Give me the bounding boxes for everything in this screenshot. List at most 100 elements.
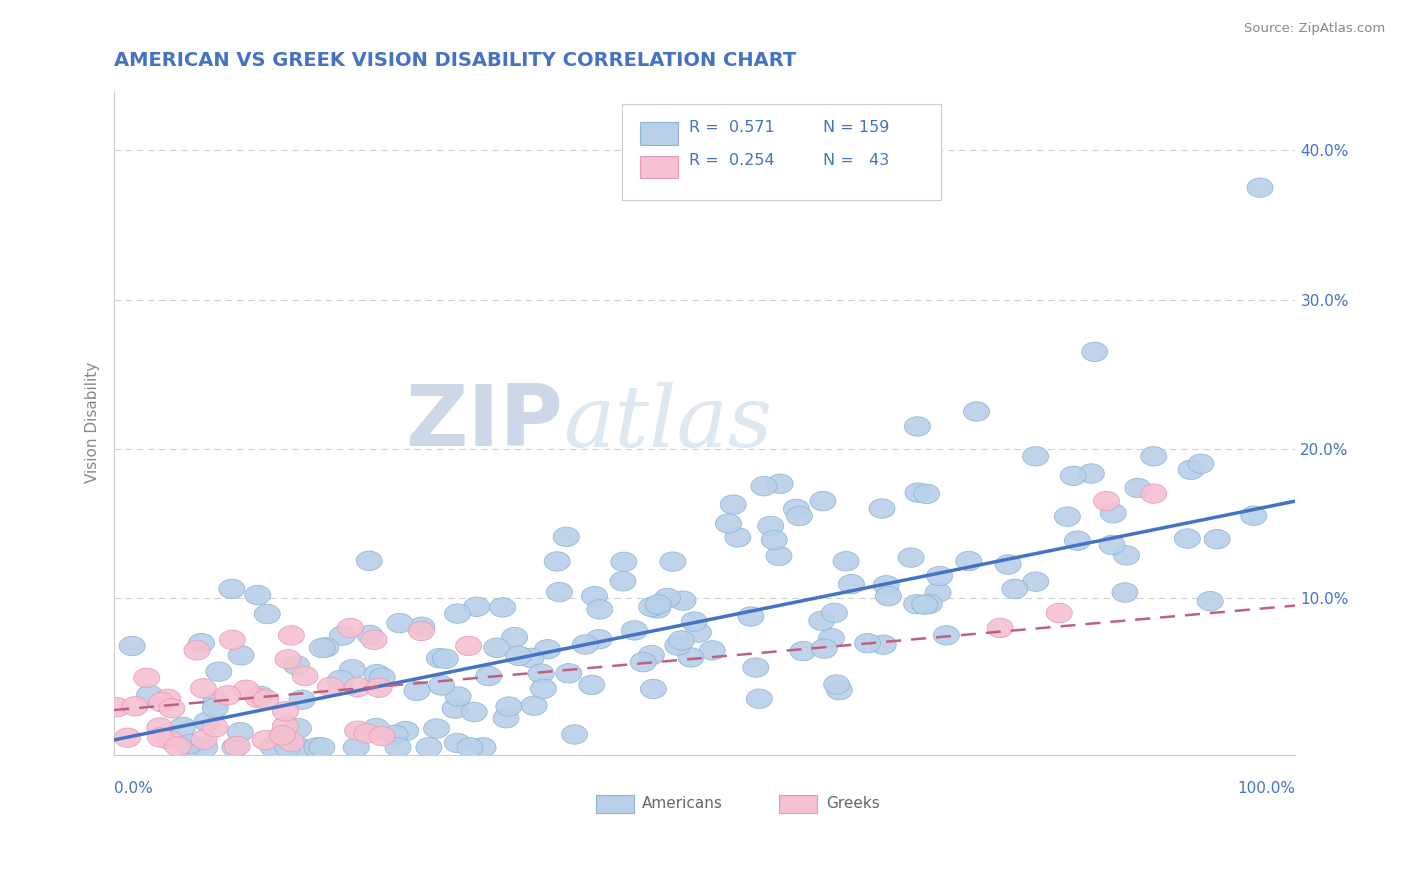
- Ellipse shape: [191, 730, 217, 749]
- Text: 100.0%: 100.0%: [1237, 781, 1295, 797]
- Ellipse shape: [987, 618, 1014, 638]
- Text: N =   43: N = 43: [823, 153, 889, 168]
- Ellipse shape: [357, 625, 382, 645]
- Ellipse shape: [1094, 491, 1119, 511]
- Ellipse shape: [224, 736, 250, 756]
- Ellipse shape: [496, 697, 522, 716]
- Ellipse shape: [202, 691, 229, 711]
- Ellipse shape: [555, 664, 582, 683]
- Ellipse shape: [1022, 447, 1049, 466]
- Ellipse shape: [869, 499, 896, 518]
- Ellipse shape: [1114, 546, 1139, 565]
- Ellipse shape: [761, 530, 787, 549]
- Ellipse shape: [659, 552, 686, 572]
- Ellipse shape: [742, 658, 769, 677]
- Ellipse shape: [671, 591, 696, 610]
- Text: N = 159: N = 159: [823, 120, 890, 135]
- Ellipse shape: [484, 638, 509, 657]
- Ellipse shape: [963, 402, 990, 421]
- Ellipse shape: [356, 551, 382, 571]
- Ellipse shape: [904, 594, 929, 614]
- Ellipse shape: [252, 731, 278, 750]
- Ellipse shape: [136, 685, 163, 705]
- Ellipse shape: [205, 662, 232, 681]
- Ellipse shape: [416, 738, 441, 757]
- Text: atlas: atlas: [562, 382, 772, 464]
- Ellipse shape: [699, 640, 725, 660]
- Ellipse shape: [494, 708, 519, 728]
- Ellipse shape: [621, 621, 647, 640]
- Ellipse shape: [808, 611, 835, 631]
- Ellipse shape: [222, 738, 247, 757]
- Ellipse shape: [191, 738, 218, 757]
- Ellipse shape: [925, 583, 950, 602]
- FancyBboxPatch shape: [596, 796, 634, 813]
- Ellipse shape: [586, 599, 613, 619]
- Text: AMERICAN VS GREEK VISION DISABILITY CORRELATION CHART: AMERICAN VS GREEK VISION DISABILITY CORR…: [114, 51, 796, 70]
- Ellipse shape: [104, 698, 129, 717]
- Ellipse shape: [911, 595, 938, 615]
- Ellipse shape: [790, 641, 815, 661]
- Ellipse shape: [768, 474, 793, 493]
- Ellipse shape: [824, 675, 849, 694]
- Ellipse shape: [385, 738, 411, 757]
- Ellipse shape: [766, 546, 792, 566]
- Ellipse shape: [725, 528, 751, 547]
- Ellipse shape: [176, 734, 202, 754]
- Ellipse shape: [645, 595, 671, 614]
- Ellipse shape: [134, 668, 160, 688]
- Ellipse shape: [610, 552, 637, 572]
- Ellipse shape: [1081, 343, 1108, 361]
- Ellipse shape: [751, 476, 778, 496]
- Ellipse shape: [1174, 529, 1201, 549]
- Ellipse shape: [433, 649, 458, 668]
- Ellipse shape: [1099, 535, 1125, 555]
- Ellipse shape: [368, 726, 395, 746]
- Ellipse shape: [254, 605, 280, 624]
- Text: ZIP: ZIP: [405, 381, 562, 464]
- Ellipse shape: [475, 666, 502, 686]
- Ellipse shape: [838, 574, 865, 594]
- Ellipse shape: [253, 690, 278, 709]
- Text: R =  0.254: R = 0.254: [689, 153, 775, 168]
- Ellipse shape: [682, 612, 707, 632]
- Ellipse shape: [1178, 460, 1204, 480]
- Ellipse shape: [644, 599, 671, 618]
- Ellipse shape: [148, 728, 173, 747]
- Ellipse shape: [457, 738, 484, 757]
- Y-axis label: Vision Disability: Vision Disability: [86, 362, 100, 483]
- Ellipse shape: [155, 690, 181, 708]
- Ellipse shape: [270, 725, 295, 745]
- Ellipse shape: [530, 679, 557, 698]
- Ellipse shape: [720, 495, 747, 515]
- Ellipse shape: [364, 665, 389, 684]
- Ellipse shape: [834, 551, 859, 571]
- Ellipse shape: [285, 738, 312, 757]
- Ellipse shape: [995, 555, 1021, 574]
- Ellipse shape: [392, 722, 419, 740]
- Ellipse shape: [309, 738, 335, 757]
- Ellipse shape: [444, 733, 471, 753]
- Ellipse shape: [898, 548, 924, 567]
- Ellipse shape: [408, 621, 434, 640]
- Ellipse shape: [423, 719, 450, 739]
- Ellipse shape: [184, 640, 209, 660]
- Ellipse shape: [202, 698, 228, 717]
- Ellipse shape: [554, 527, 579, 547]
- Ellipse shape: [586, 630, 612, 648]
- Ellipse shape: [1112, 582, 1137, 602]
- Ellipse shape: [304, 738, 330, 757]
- Ellipse shape: [665, 636, 690, 656]
- Ellipse shape: [292, 666, 318, 686]
- Ellipse shape: [370, 668, 395, 687]
- Ellipse shape: [157, 731, 183, 750]
- Ellipse shape: [786, 507, 813, 525]
- Ellipse shape: [1101, 504, 1126, 523]
- Ellipse shape: [1240, 506, 1267, 525]
- Ellipse shape: [917, 594, 942, 614]
- FancyBboxPatch shape: [779, 796, 817, 813]
- Text: Source: ZipAtlas.com: Source: ZipAtlas.com: [1244, 22, 1385, 36]
- Ellipse shape: [685, 623, 711, 642]
- Ellipse shape: [927, 566, 953, 586]
- Ellipse shape: [170, 717, 195, 737]
